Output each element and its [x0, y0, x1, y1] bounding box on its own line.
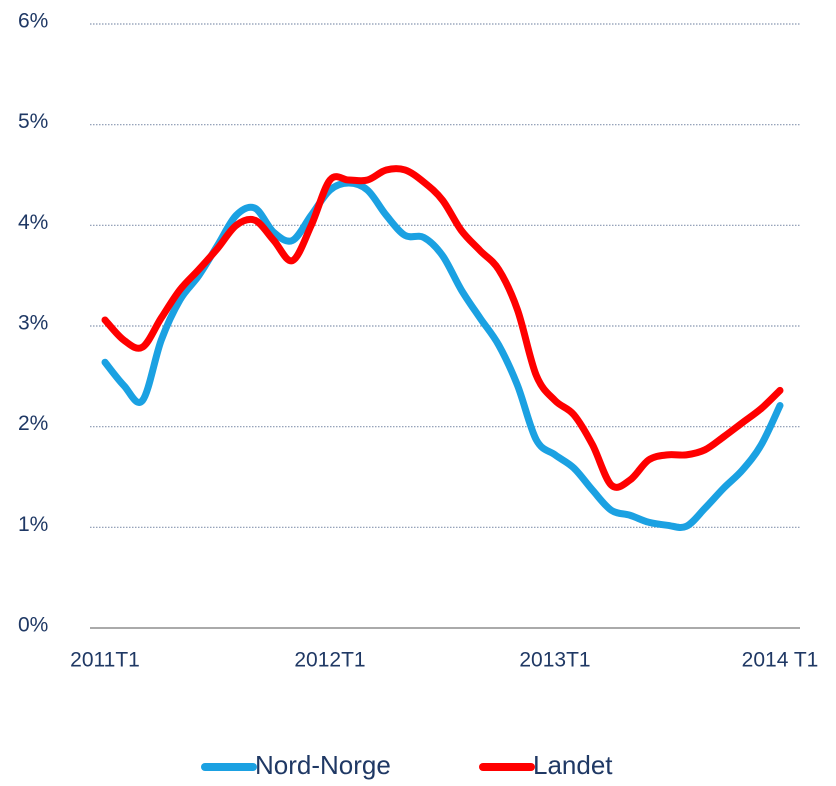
y-tick-label: 4%	[18, 211, 48, 234]
x-tick-label: 2011T1	[70, 649, 140, 672]
series-line	[101, 179, 784, 531]
y-tick-label: 2%	[18, 412, 48, 435]
legend-label: Landet	[533, 750, 613, 780]
x-tick-label: 2014 T1	[742, 649, 819, 672]
y-tick-label: 1%	[18, 513, 48, 536]
x-tick-label: 2013T1	[519, 649, 590, 672]
y-tick-label: 6%	[18, 10, 48, 33]
legend-label: Nord-Norge	[255, 750, 391, 780]
series-line	[101, 165, 784, 491]
y-tick-label: 0%	[18, 614, 48, 637]
x-tick-label: 2012T1	[294, 649, 365, 672]
y-tick-label: 3%	[18, 312, 48, 335]
y-tick-label: 5%	[18, 110, 48, 133]
